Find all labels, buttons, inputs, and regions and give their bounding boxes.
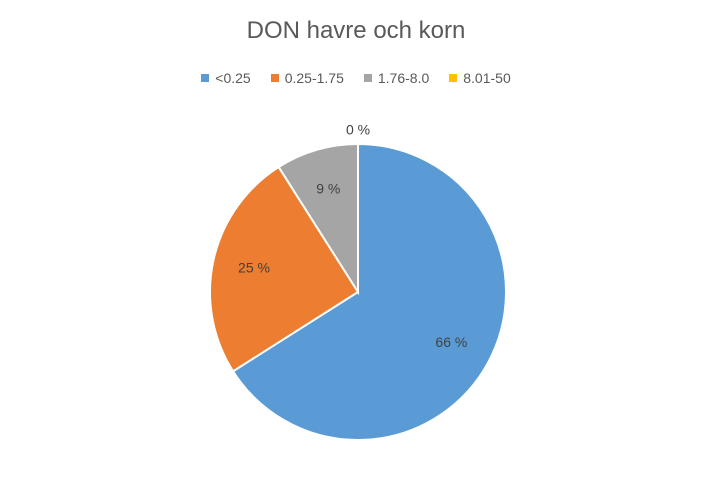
legend-swatch-3 xyxy=(363,74,372,82)
pie-data-labels: 66 % 25 % 9 % 0 % xyxy=(238,122,467,350)
data-label-3: 9 % xyxy=(316,180,340,196)
pie-slice-1 xyxy=(231,142,507,441)
legend-swatch-1 xyxy=(201,74,210,82)
legend-label-1: <0.25 xyxy=(215,70,251,86)
legend-label-3: 1.76-8.0 xyxy=(377,70,430,86)
pie-slice-2 xyxy=(209,165,360,373)
legend: <0.25 0.25-1.75 1.76-8.0 8.01-50 xyxy=(0,70,712,86)
pie-slice-3 xyxy=(277,142,359,296)
legend-item-3: 1.76-8.0 xyxy=(363,70,430,86)
legend-swatch-4 xyxy=(449,74,458,82)
legend-swatch-2 xyxy=(270,74,279,82)
data-label-2: 25 % xyxy=(238,259,270,275)
data-label-1: 66 % xyxy=(435,334,467,350)
legend-item-2: 0.25-1.75 xyxy=(270,70,344,86)
legend-item-4: 8.01-50 xyxy=(449,70,511,86)
legend-label-2: 0.25-1.75 xyxy=(284,70,344,86)
legend-item-1: <0.25 xyxy=(201,70,251,86)
data-label-4: 0 % xyxy=(346,122,370,138)
legend-label-4: 8.01-50 xyxy=(463,70,511,86)
chart-title: DON havre och korn xyxy=(246,17,466,44)
pie-slices xyxy=(209,142,507,441)
